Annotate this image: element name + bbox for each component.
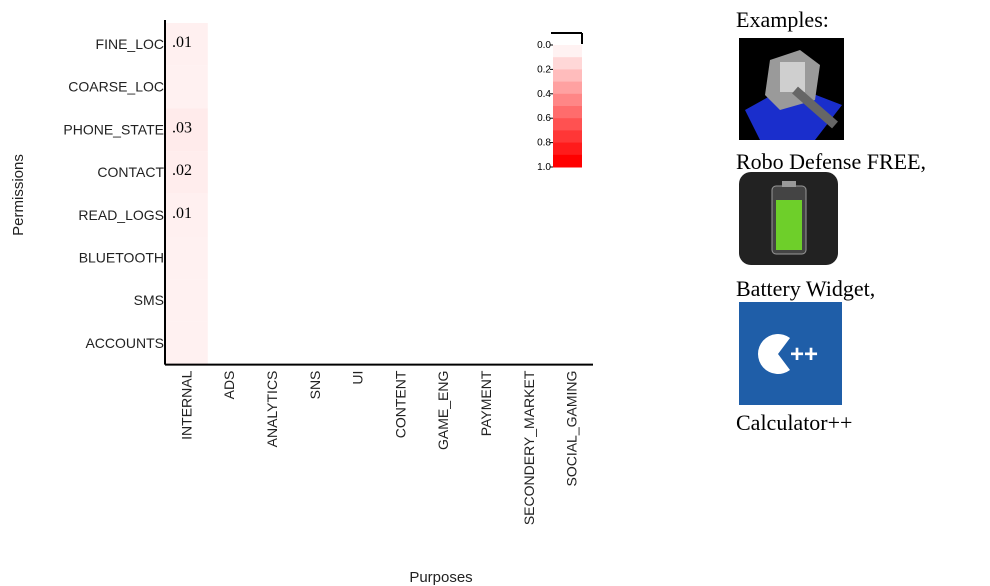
colorbar-step xyxy=(553,118,582,131)
colorbar-step xyxy=(553,142,582,156)
colorbar-step xyxy=(553,106,582,119)
examples-title: Examples: xyxy=(736,7,829,32)
app-icon xyxy=(739,38,844,140)
heat-cell xyxy=(165,321,208,365)
y-axis-label: Permissions xyxy=(10,154,27,236)
colorbar-tick-label: 0.2 xyxy=(537,64,551,75)
colorbar-step xyxy=(553,69,582,83)
x-tick-label: GAME_ENG xyxy=(435,371,451,450)
colorbar-tick-label: 0.4 xyxy=(537,89,551,100)
app-icon: ++ xyxy=(739,302,842,405)
colorbar-step xyxy=(553,57,582,70)
x-axis-label: Purposes xyxy=(409,569,472,586)
app-name: Robo Defense FREE, xyxy=(736,149,926,174)
x-tick-label: ADS xyxy=(221,371,237,400)
colorbar-step xyxy=(553,81,582,95)
svg-text:++: ++ xyxy=(790,341,818,368)
y-tick-label: READ_LOGS xyxy=(78,207,164,223)
value-label: .02 xyxy=(172,162,192,179)
y-tick-label: ACCOUNTS xyxy=(85,335,164,351)
heat-cell xyxy=(165,151,208,194)
heat-cell xyxy=(165,279,208,322)
x-tick-label: UI xyxy=(350,371,366,385)
colorbar-step xyxy=(553,93,582,107)
colorbar-step xyxy=(553,154,582,168)
value-label: .01 xyxy=(172,34,192,51)
heat-cell xyxy=(165,65,208,109)
heat-cell xyxy=(165,23,208,66)
colorbar-tick-label: 0.0 xyxy=(537,40,551,51)
colorbar-step xyxy=(553,130,582,144)
heat-cell xyxy=(165,236,208,280)
x-tick-label: ANALYTICS xyxy=(264,371,280,448)
value-label: .01 xyxy=(172,205,192,222)
colorbar-tick-label: 0.8 xyxy=(537,138,551,149)
app-icon xyxy=(739,172,838,265)
y-tick-label: FINE_LOC xyxy=(96,36,164,52)
value-label: .03 xyxy=(172,119,192,136)
heat-cell xyxy=(165,108,208,152)
x-tick-label: SNS xyxy=(307,371,323,400)
y-tick-label: PHONE_STATE xyxy=(63,121,164,137)
colorbar-tick-label: 0.6 xyxy=(537,113,551,124)
app-name: Battery Widget, xyxy=(736,276,875,301)
x-tick-label: INTERNAL xyxy=(178,370,194,439)
x-tick-label: PAYMENT xyxy=(478,370,494,436)
colorbar-tick-label: 1.0 xyxy=(537,162,551,173)
heat-cell xyxy=(165,193,208,237)
y-tick-label: BLUETOOTH xyxy=(79,250,164,266)
app-name: Calculator++ xyxy=(736,410,852,435)
y-tick-label: SMS xyxy=(134,292,164,308)
x-tick-label: CONTENT xyxy=(392,370,408,438)
colorbar-step xyxy=(553,45,582,58)
x-tick-label: SOCIAL_GAMING xyxy=(564,371,580,487)
x-tick-label: SECONDERY_MARKET xyxy=(521,370,537,525)
y-tick-label: COARSE_LOC xyxy=(68,79,164,95)
y-tick-label: CONTACT xyxy=(97,164,164,180)
